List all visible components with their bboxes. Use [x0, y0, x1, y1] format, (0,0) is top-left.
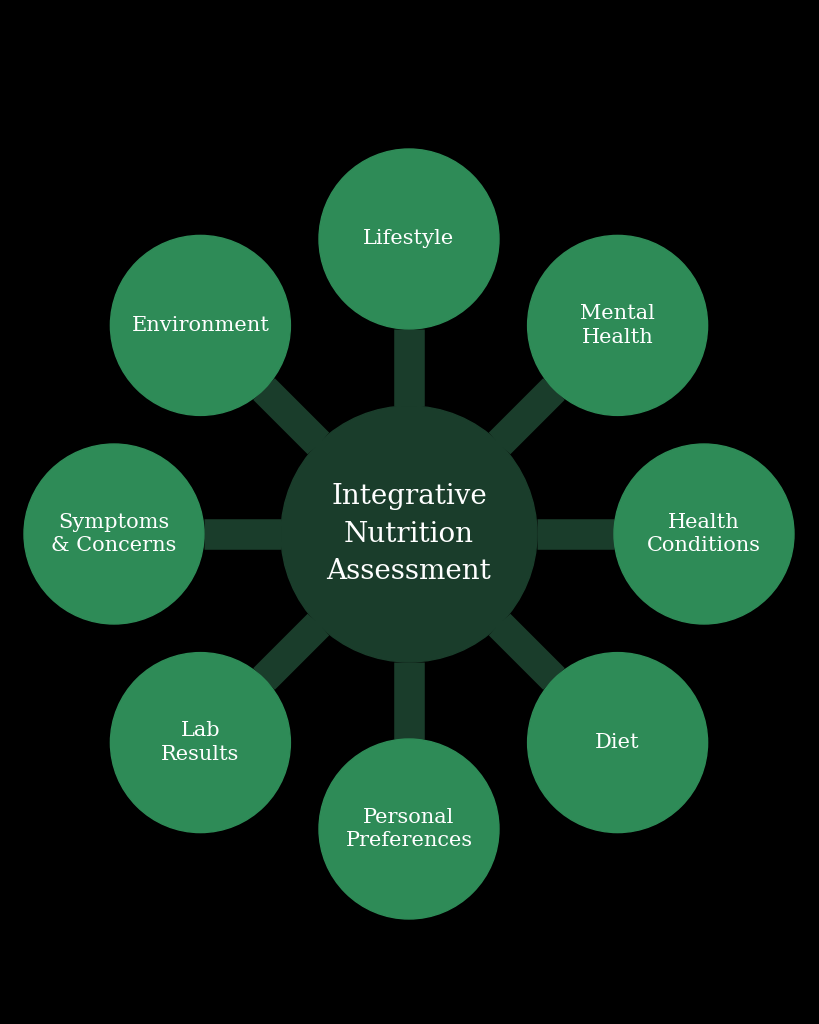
Text: Environment: Environment: [132, 315, 269, 335]
Circle shape: [281, 406, 537, 662]
Circle shape: [319, 739, 499, 919]
Text: Integrative
Nutrition
Assessment: Integrative Nutrition Assessment: [327, 483, 491, 585]
Circle shape: [24, 444, 204, 624]
Text: Mental
Health: Mental Health: [580, 304, 655, 347]
Circle shape: [319, 150, 499, 329]
Text: Personal
Preferences: Personal Preferences: [346, 808, 473, 850]
Circle shape: [111, 236, 291, 416]
Circle shape: [614, 444, 794, 624]
Circle shape: [527, 652, 708, 833]
Text: Health
Conditions: Health Conditions: [647, 513, 761, 555]
Circle shape: [111, 652, 291, 833]
Text: Lifestyle: Lifestyle: [364, 229, 455, 249]
Text: Lab
Results: Lab Results: [161, 721, 240, 764]
Circle shape: [527, 236, 708, 416]
Text: Diet: Diet: [595, 733, 640, 752]
Text: Symptoms
& Concerns: Symptoms & Concerns: [52, 513, 177, 555]
